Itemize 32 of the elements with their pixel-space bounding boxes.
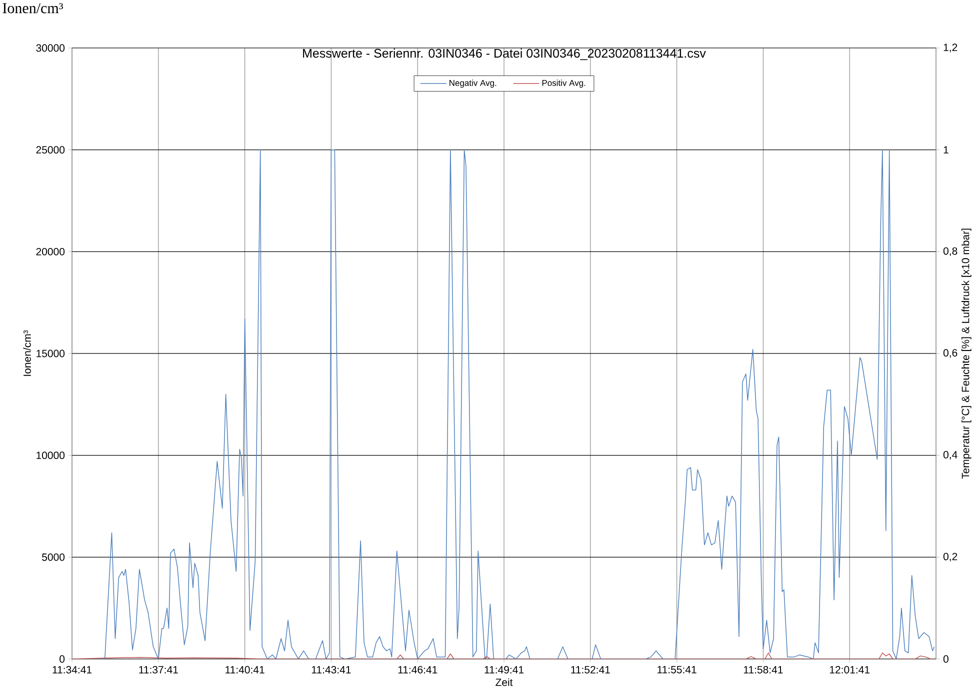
text: Ionen/cm³ bbox=[2, 3, 64, 14]
y-axis-title: Ionen/cm³ bbox=[23, 330, 31, 376]
y2-tick-label: 1,2 bbox=[944, 44, 958, 52]
y-tick-label: 20000 bbox=[36, 248, 65, 256]
y-tick-label: 5000 bbox=[42, 553, 65, 561]
y2-tick-label: 0,6 bbox=[943, 349, 958, 358]
y-tick-label: 30000 bbox=[36, 44, 65, 52]
y2-axis-title: Temperatur [°C] & Feuchte [%] & Luftdruck [x10 mbar] bbox=[962, 228, 972, 479]
x-tick-label: 11:58:41 bbox=[744, 666, 783, 674]
y2-tick-label: 0,8 bbox=[943, 247, 958, 256]
y2-tick-label: 0 bbox=[943, 655, 948, 663]
x-tick-label: 11:37:41 bbox=[139, 666, 178, 674]
y-tick-label: 0 bbox=[60, 655, 65, 663]
chart-title: Messwerte - Seriennr. 03IN0346 - Datei 03IN0346_20230208113441.csv bbox=[303, 48, 706, 60]
x-tick-label: 11:40:41 bbox=[226, 666, 264, 674]
y2-tick-label: 1 bbox=[944, 146, 948, 154]
x-tick-label: 11:43:41 bbox=[312, 666, 351, 674]
x-tick-label: 11:49:41 bbox=[484, 666, 524, 674]
x-tick-label: 11:52:41 bbox=[571, 666, 610, 674]
y-tick-label: 10000 bbox=[36, 452, 65, 460]
x-tick-label: 12:01:41 bbox=[830, 666, 870, 674]
x-tick-label: 11:46:41 bbox=[398, 666, 438, 674]
y-tick-label: 15000 bbox=[36, 350, 65, 358]
legend-label: Negativ Avg. bbox=[450, 80, 496, 88]
x-tick-label: 11:34:41 bbox=[52, 666, 92, 674]
x-tick-label: 11:55:41 bbox=[658, 666, 696, 674]
x-axis-title: Zeit bbox=[496, 678, 513, 686]
line-series bbox=[72, 652, 935, 659]
legend-label: Positiv Avg. bbox=[542, 80, 586, 88]
y2-tick-label: 0,2 bbox=[943, 552, 958, 562]
y-tick-label: 25000 bbox=[36, 146, 65, 154]
y2-tick-label: 0,4 bbox=[943, 450, 958, 460]
